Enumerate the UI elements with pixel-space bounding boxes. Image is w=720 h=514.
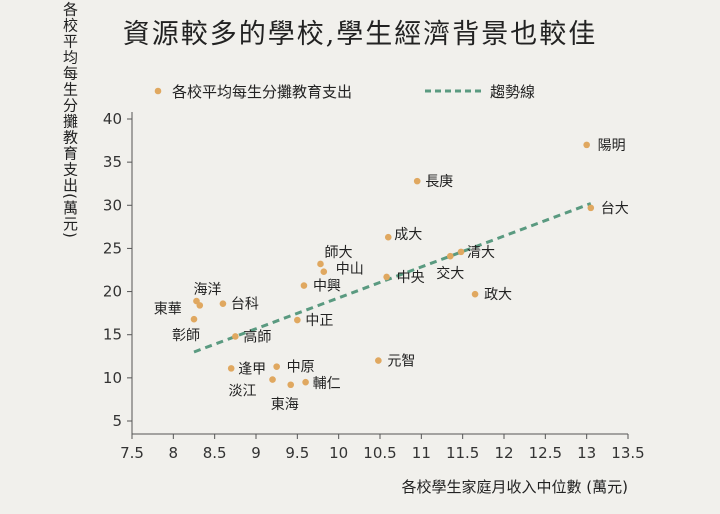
data-point (384, 233, 392, 241)
data-label: 台大 (601, 201, 629, 217)
data-label: 台科 (231, 297, 259, 313)
y-tick-label: 40 (103, 110, 122, 128)
x-tick-label: 13.5 (611, 444, 644, 462)
data-point (583, 141, 590, 149)
data-points (190, 141, 595, 389)
data-label: 政大 (484, 287, 512, 303)
data-point (219, 300, 227, 307)
axes (131, 112, 628, 435)
data-point (457, 248, 465, 256)
x-tick-label: 13 (577, 444, 596, 462)
legend-marker-points (154, 87, 162, 95)
trend-line-group (193, 202, 592, 354)
y-tick-label: 15 (103, 326, 122, 344)
data-point (413, 177, 421, 185)
data-label: 彰師 (172, 327, 200, 344)
data-label: 成大 (394, 227, 422, 243)
trend-line (193, 202, 592, 354)
data-label: 長庚 (425, 174, 453, 190)
x-tick-label: 11 (412, 444, 431, 462)
x-axis-title: 各校學生家庭月收入中位數 (萬元) (402, 478, 628, 496)
data-point (190, 315, 198, 323)
data-label: 高師 (243, 328, 271, 345)
chart-title: 資源較多的學校,學生經濟背景也較佳 (122, 19, 598, 50)
data-point (196, 302, 204, 309)
data-point (273, 363, 280, 370)
data-label: 海洋 (193, 282, 221, 298)
x-tick-label: 10.5 (363, 444, 396, 462)
data-point (375, 357, 382, 364)
data-point (587, 204, 595, 212)
data-point (269, 376, 276, 383)
data-point (227, 365, 235, 372)
y-tick-label: 20 (103, 283, 122, 301)
data-point (302, 378, 309, 386)
x-tick-label: 12.5 (529, 444, 562, 462)
data-label: 淡江 (229, 384, 257, 400)
y-tick-label: 35 (103, 153, 122, 171)
data-point (232, 333, 239, 340)
x-tick-label: 12 (494, 444, 513, 462)
data-label: 陽明 (598, 138, 626, 154)
x-tick-label: 9 (251, 444, 261, 462)
y-tick-label: 30 (103, 196, 122, 214)
data-label: 逢甲 (238, 361, 266, 377)
data-label: 東華 (154, 301, 182, 317)
data-point (446, 252, 454, 260)
data-point (383, 273, 390, 281)
x-tick-label: 10 (329, 444, 348, 462)
y-tick-label: 5 (112, 412, 122, 430)
legend-label-trend: 趨勢線 (490, 83, 535, 101)
data-point (320, 268, 328, 276)
legend-label-points: 各校平均每生分攤教育支出 (172, 83, 352, 101)
data-label: 元智 (387, 354, 415, 370)
y-tick-label: 25 (103, 239, 122, 257)
x-tick-label: 11.5 (446, 444, 479, 462)
x-tick-label: 9.5 (285, 444, 309, 462)
y-tick-label: 10 (103, 369, 122, 387)
data-label: 中央 (397, 270, 425, 286)
x-tick-label: 7.5 (120, 444, 144, 462)
x-tick-label: 8 (169, 444, 179, 462)
y-ticks: 5 10 15 20 25 30 35 40 (103, 110, 132, 430)
data-point (287, 381, 295, 389)
data-label: 輔仁 (313, 376, 341, 392)
data-point (300, 282, 308, 289)
data-point (317, 260, 324, 268)
data-label: 中原 (287, 360, 315, 376)
data-point (294, 316, 301, 324)
data-label: 清大 (467, 245, 495, 261)
legend: 各校平均每生分攤教育支出 趨勢線 (154, 83, 535, 101)
data-label: 中山 (336, 262, 364, 278)
x-tick-label: 8.5 (203, 444, 227, 462)
data-point (471, 290, 479, 298)
data-label: 師大 (324, 245, 352, 261)
data-label: 中正 (305, 313, 333, 329)
data-label: 中興 (313, 279, 341, 295)
x-ticks: 7.5 8 8.5 9 9.5 10 10.5 11 11.5 12 12.5 13 13.5 (120, 434, 645, 462)
data-label: 交大 (436, 265, 464, 282)
y-axis-title: 各校平均每生分攤教育支出(萬元) (61, 1, 79, 239)
data-label: 東海 (271, 397, 299, 413)
